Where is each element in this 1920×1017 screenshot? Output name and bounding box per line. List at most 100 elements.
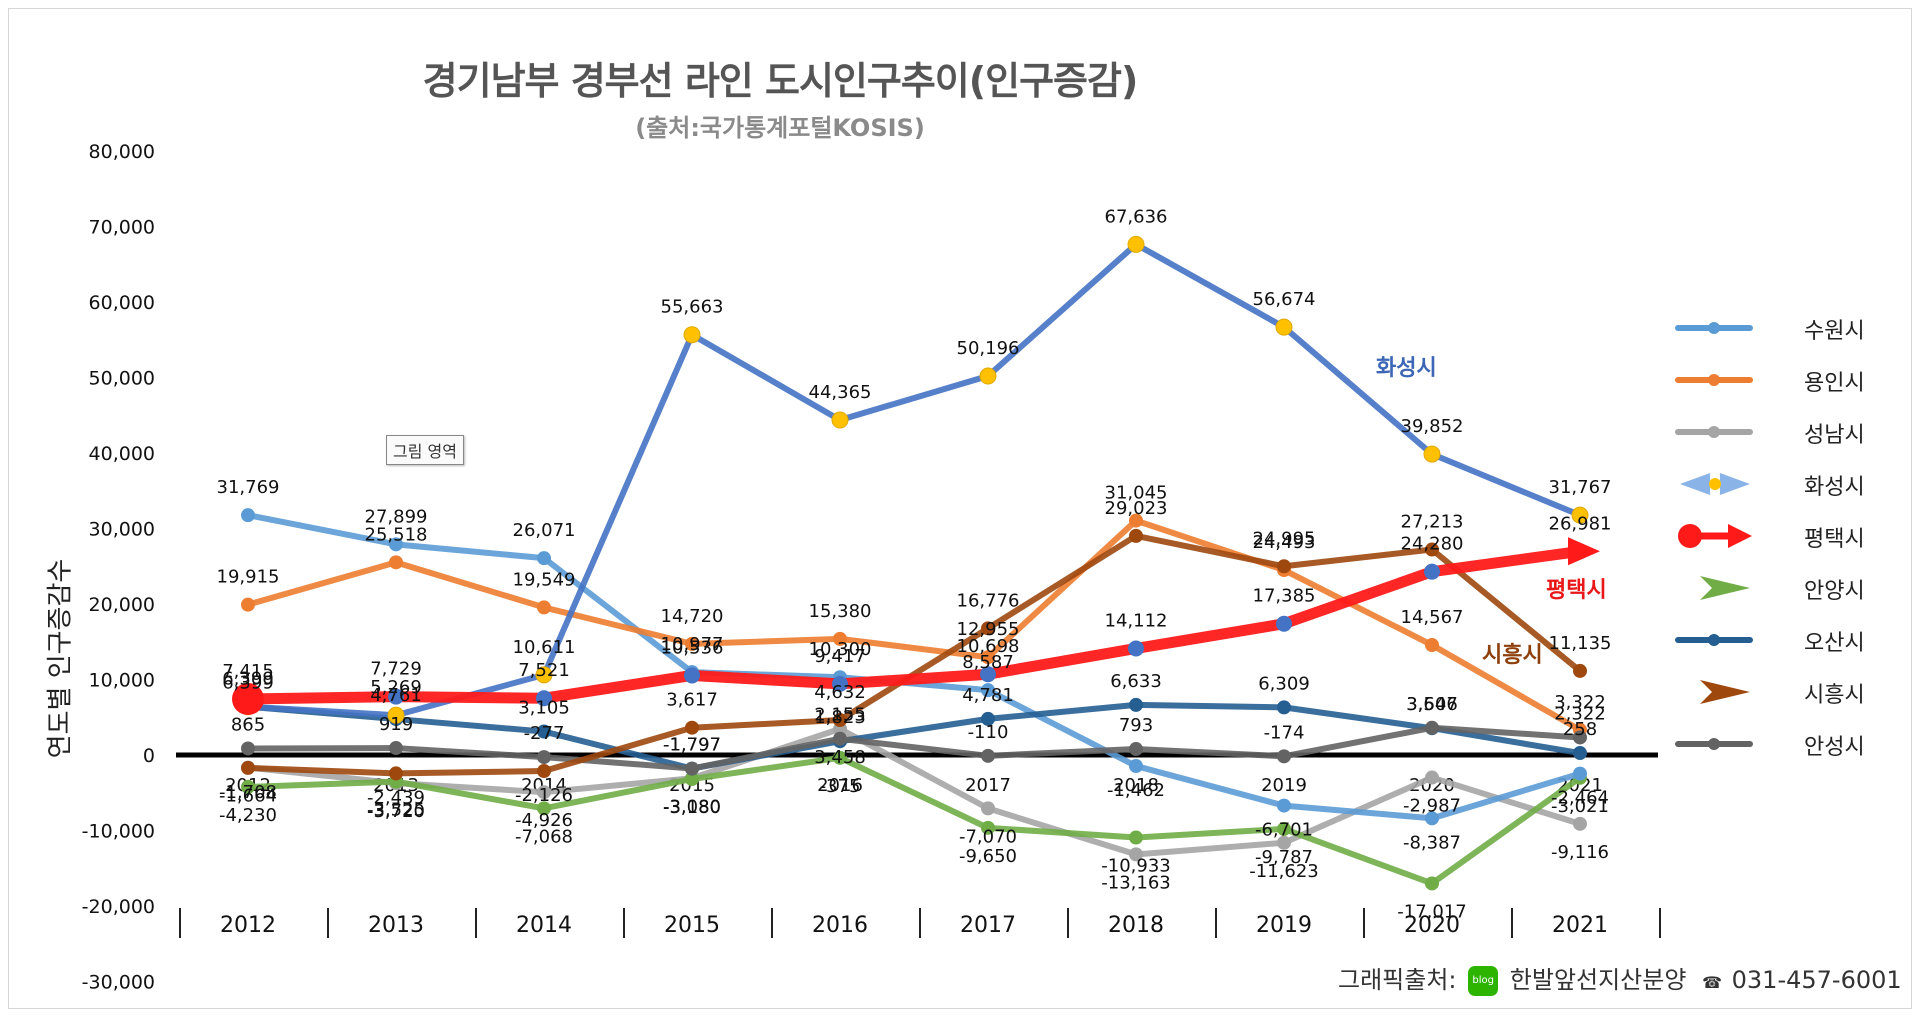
data-point <box>1573 746 1587 761</box>
data-point <box>979 367 997 385</box>
x-tick-label: 2021 <box>1552 913 1608 938</box>
data-point <box>241 597 255 612</box>
data-label: -375 <box>820 776 861 797</box>
x-tick-label: 2016 <box>812 913 868 938</box>
legend-item: 시흥시 <box>1670 669 1910 721</box>
data-label: 15,380 <box>809 601 872 622</box>
data-label: 44,365 <box>809 382 872 403</box>
annotation-hwaseong: 화성시 <box>1376 356 1437 381</box>
data-label: 3,105 <box>518 698 570 719</box>
data-point <box>1277 821 1291 836</box>
data-label: 3,607 <box>1406 694 1458 715</box>
data-label: -2,126 <box>515 785 573 806</box>
data-label: 12,955 <box>957 619 1020 640</box>
legend-swatch <box>1700 680 1750 704</box>
legend-item: 안양시 <box>1670 565 1910 617</box>
data-point <box>389 741 403 756</box>
data-label: 7,415 <box>222 661 274 682</box>
data-point <box>537 785 551 800</box>
data-label: 56,674 <box>1253 289 1316 310</box>
data-point <box>981 711 995 726</box>
data-point <box>388 688 404 705</box>
legend-marker <box>1708 426 1720 438</box>
data-point <box>1129 513 1143 528</box>
data-point <box>685 761 699 776</box>
data-point <box>1425 770 1439 785</box>
data-point <box>683 326 701 344</box>
data-label: -7,070 <box>959 826 1017 847</box>
legend-label: 화성시 <box>1804 475 1865 500</box>
data-label: 25,518 <box>365 524 428 545</box>
legend-swatch <box>1675 322 1753 334</box>
data-label: 27,213 <box>1401 512 1464 533</box>
data-point <box>537 724 551 739</box>
legend-swatch <box>1675 374 1753 386</box>
data-point <box>1277 835 1291 850</box>
legend-item: 화성시 <box>1670 461 1910 513</box>
data-point <box>535 666 553 684</box>
data-point <box>685 720 699 735</box>
data-label: 26,981 <box>1549 513 1612 534</box>
arrowhead-pyeongtaek <box>1568 537 1600 566</box>
data-label: -2,439 <box>367 787 425 808</box>
data-point <box>1276 615 1292 632</box>
data-point <box>1277 700 1291 715</box>
data-point <box>1571 506 1589 524</box>
data-label: 31,045 <box>1105 483 1168 504</box>
data-label: 4,632 <box>814 682 866 703</box>
data-label: 258 <box>1563 719 1597 740</box>
data-label: -7,068 <box>515 826 573 847</box>
data-label: 31,769 <box>217 477 280 498</box>
legend-marker <box>1728 524 1752 548</box>
legend-item: 평택시 <box>1670 513 1910 565</box>
x-tick-label: 2012 <box>220 913 276 938</box>
data-label: 10,536 <box>661 637 724 658</box>
chart-subtitle: (출처:국가통계포털KOSIS) <box>635 114 925 142</box>
data-point <box>389 766 403 781</box>
data-label: 10,977 <box>661 634 724 655</box>
y-tick-label: 30,000 <box>89 519 155 541</box>
chart-title: 경기남부 경부선 라인 도시인구추이(인구증감) <box>422 59 1139 103</box>
data-point <box>685 772 699 787</box>
data-label: -3,525 <box>367 800 425 821</box>
data-label: 14,112 <box>1105 610 1168 631</box>
data-point <box>833 750 847 765</box>
series-line-화성시 <box>245 241 1583 719</box>
data-label: 919 <box>379 714 413 735</box>
baseline-year-label: 2018 <box>1113 775 1159 796</box>
legend-item: 수원시 <box>1670 305 1910 357</box>
data-label: -1,708 <box>219 782 277 803</box>
data-label: 10,300 <box>809 639 872 660</box>
data-label: -110 <box>968 722 1009 743</box>
data-label: 17,385 <box>1253 586 1316 607</box>
data-label: 26,071 <box>513 520 576 541</box>
data-point <box>981 801 995 816</box>
data-label: 6,399 <box>222 669 274 690</box>
data-point <box>1425 876 1439 891</box>
y-tick-label: 70,000 <box>89 217 155 239</box>
data-point <box>831 411 849 429</box>
data-point <box>981 683 995 698</box>
data-label: 5,269 <box>370 677 422 698</box>
data-label: -174 <box>1264 722 1305 743</box>
data-label: 10,611 <box>513 637 576 658</box>
data-label: -2,464 <box>1551 788 1609 809</box>
data-label: -10,933 <box>1101 856 1170 877</box>
data-point <box>685 636 699 651</box>
data-point <box>1277 559 1291 574</box>
series-line-용인시 <box>245 517 1583 733</box>
legend-swatch <box>1675 738 1753 750</box>
data-point <box>1425 811 1439 826</box>
legend-marker <box>1708 374 1720 386</box>
data-point <box>1129 759 1143 774</box>
data-label: 16,776 <box>957 590 1020 611</box>
y-tick-label: 40,000 <box>89 443 155 465</box>
data-point <box>833 631 847 646</box>
data-point <box>1573 816 1587 831</box>
y-tick-label: 60,000 <box>89 292 155 314</box>
data-point <box>1424 563 1440 580</box>
data-label: 3,546 <box>1406 694 1458 715</box>
data-point <box>537 750 551 765</box>
data-point <box>1425 638 1439 653</box>
y-tick-label: -30,000 <box>82 972 155 994</box>
